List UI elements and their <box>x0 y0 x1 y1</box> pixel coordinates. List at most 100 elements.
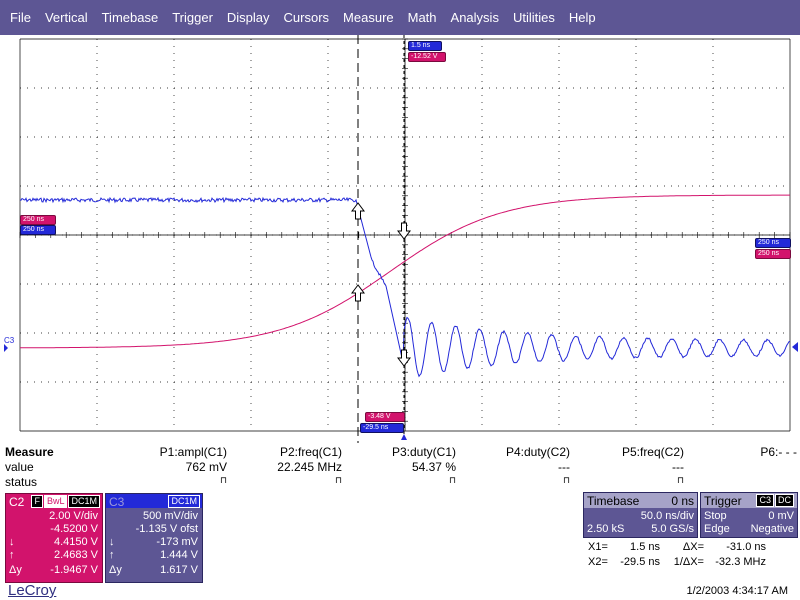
c3-offset: -1.135 V ofst <box>135 523 198 535</box>
cursor-inv-dx-value: -32.3 MHz <box>715 556 766 568</box>
param-p2-name[interactable]: P2:freq(C1) <box>279 445 342 459</box>
c3-ground-marker <box>4 344 8 352</box>
trigger-slope: Negative <box>750 523 794 535</box>
cursor-dx-value: -31.0 ns <box>726 541 766 553</box>
menu-help[interactable]: Help <box>568 10 596 25</box>
param-p2-value: 22.245 MHz <box>277 460 342 474</box>
c3-down-arrow-icon: ↓ <box>109 536 115 548</box>
cursor-x1-marker-upper <box>397 222 411 240</box>
c2-left-tag: 250 ns <box>20 215 56 225</box>
c3-trace-label: C3 <box>4 336 15 345</box>
cursor-readout: X1= 1.5 ns ΔX= -31.0 ns X2= -29.5 ns 1/Δ… <box>583 540 796 570</box>
c2-right-tag: 250 ns <box>755 249 791 259</box>
c3-trace <box>19 196 791 378</box>
cursor-x2-label: X2= <box>588 556 608 568</box>
timebase-descriptor-box[interactable]: Timebase 0 ns 50.0 ns/div 2.50 kS 5.0 GS… <box>583 492 698 538</box>
param-p6-name[interactable]: P6:- - - <box>760 445 797 459</box>
param-p1-value: 762 mV <box>185 460 227 474</box>
c3-flag-coupling: DC1M <box>168 495 200 508</box>
c3-vdiv: 500 mV/div <box>142 510 198 522</box>
cursor-x2-time-tag: -29.5 ns <box>360 423 404 433</box>
param-p4-value: --- <box>558 460 570 474</box>
cursor-x1-time-tag: 1.5 ns <box>408 41 442 51</box>
c2-down-value: 4.4150 V <box>53 536 98 548</box>
param-p5-status-icon: ⊓ <box>676 475 684 485</box>
c2-up-value: 2.4683 V <box>53 549 98 561</box>
trigger-position-marker <box>401 434 407 440</box>
timebase-samples: 2.50 kS <box>587 523 625 535</box>
c3-up-value: 1.444 V <box>160 549 198 561</box>
c2-vdiv: 2.00 V/div <box>49 510 98 522</box>
cursor-dx-label: ΔX= <box>682 541 704 553</box>
cursor-x1-volt-tag: -12.52 V <box>408 52 446 62</box>
measure-status-label: status <box>5 475 38 489</box>
trigger-descriptor-box[interactable]: Trigger C3 DC Stop 0 mV Edge Negative <box>700 492 798 538</box>
waveform-grid-svg <box>4 35 798 443</box>
c3-header: C3 DC1M <box>106 494 202 509</box>
menu-measure[interactable]: Measure <box>343 10 394 25</box>
measure-title[interactable]: Measure <box>5 445 54 459</box>
param-p3-name[interactable]: P3:duty(C1) <box>391 445 456 459</box>
trigger-coupling: DC <box>775 494 794 507</box>
c2-trace <box>20 194 790 349</box>
status-bar: LeCroy 1/2/2003 4:34:17 AM <box>0 582 800 600</box>
cursor-x2-marker-upper <box>351 202 365 220</box>
menu-math[interactable]: Math <box>407 10 437 25</box>
waveform-display[interactable]: 250 ns 250 ns 1.5 ns -12.52 V 250 ns 250… <box>0 35 800 443</box>
c3-left-tag: 250 ns <box>20 225 56 235</box>
param-p4-status-icon: ⊓ <box>562 475 570 485</box>
param-p4-name[interactable]: P4:duty(C2) <box>505 445 570 459</box>
cursor-inv-dx-label: 1/ΔX= <box>673 556 704 568</box>
c3-up-arrow-icon: ↑ <box>109 549 115 561</box>
trigger-label: Trigger <box>704 494 742 508</box>
c2-offset: -4.5200 V <box>50 523 98 535</box>
cursor-x1-value: 1.5 ns <box>630 541 660 553</box>
trigger-type: Edge <box>704 523 730 535</box>
cursor-x2-value: -29.5 ns <box>620 556 660 568</box>
param-p3-status-icon: ⊓ <box>448 475 456 485</box>
measure-value-row: value 762 mV 22.245 MHz 54.37 % --- --- <box>0 460 800 475</box>
c2-up-arrow-icon: ↑ <box>9 549 15 561</box>
c3-level-marker-right <box>792 342 798 352</box>
c2-descriptor-box[interactable]: C2 F BwL DC1M 2.00 V/div -4.5200 V ↓ 4.4… <box>5 493 103 583</box>
timebase-header: Timebase 0 ns <box>584 493 697 508</box>
menu-trigger[interactable]: Trigger <box>172 10 213 25</box>
c2-delta-label: Δy <box>9 564 22 576</box>
menu-vertical[interactable]: Vertical <box>44 10 88 25</box>
param-p5-value: --- <box>672 460 684 474</box>
cursor-x2-marker-lower <box>351 284 365 302</box>
lecroy-logo: LeCroy <box>8 582 57 599</box>
param-p1-name[interactable]: P1:ampl(C1) <box>159 445 227 459</box>
timebase-label: Timebase <box>587 494 640 508</box>
menu-utilities[interactable]: Utilities <box>512 10 555 25</box>
menu-display[interactable]: Display <box>226 10 270 25</box>
menu-bar: File Vertical Timebase Trigger Display C… <box>0 0 800 35</box>
c2-header: C2 F BwL DC1M <box>6 494 102 509</box>
trigger-level: 0 mV <box>768 510 794 522</box>
c2-flag-bwl: BwL <box>43 495 68 508</box>
date-time: 1/2/2003 4:34:17 AM <box>686 585 788 597</box>
cursor-x1-marker-lower <box>397 349 411 367</box>
cursor-x1-label: X1= <box>588 541 608 553</box>
menu-analysis[interactable]: Analysis <box>450 10 499 25</box>
measure-table: Measure P1:ampl(C1) P2:freq(C1) P3:duty(… <box>0 444 800 492</box>
c2-down-arrow-icon: ↓ <box>9 536 15 548</box>
c3-descriptor-box[interactable]: C3 DC1M 500 mV/div -1.135 V ofst ↓ -173 … <box>105 493 203 583</box>
menu-cursors[interactable]: Cursors <box>283 10 330 25</box>
timebase-tdiv: 50.0 ns/div <box>640 510 694 522</box>
c2-flag-filter: F <box>31 495 43 508</box>
c2-delta-value: -1.9467 V <box>50 564 98 576</box>
c3-name: C3 <box>109 495 125 509</box>
c2-flag-coupling: DC1M <box>68 495 100 508</box>
c2-name: C2 <box>9 495 25 509</box>
param-p2-status-icon: ⊓ <box>334 475 342 485</box>
menu-timebase[interactable]: Timebase <box>101 10 159 25</box>
timebase-sample-rate: 5.0 GS/s <box>651 523 694 535</box>
cursor-x2-volt-tag: -3.48 V <box>365 412 405 422</box>
c3-down-value: -173 mV <box>156 536 198 548</box>
measure-value-label: value <box>5 460 34 474</box>
param-p5-name[interactable]: P5:freq(C2) <box>621 445 684 459</box>
c3-delta-label: Δy <box>109 564 122 576</box>
menu-file[interactable]: File <box>10 10 31 25</box>
measure-header-row: Measure P1:ampl(C1) P2:freq(C1) P3:duty(… <box>0 445 800 460</box>
